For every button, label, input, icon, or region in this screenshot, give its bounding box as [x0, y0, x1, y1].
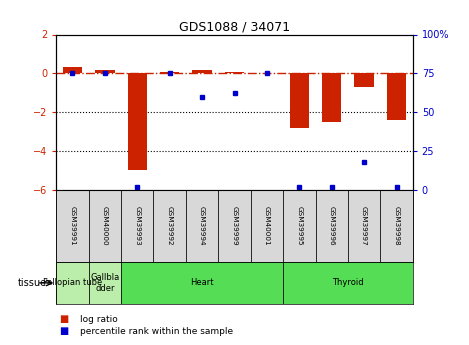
Bar: [89, 262, 121, 304]
Bar: [89, 190, 121, 262]
Title: GDS1088 / 34071: GDS1088 / 34071: [179, 20, 290, 33]
Text: GSM39998: GSM39998: [393, 206, 400, 246]
Text: GSM40000: GSM40000: [102, 206, 108, 246]
Bar: [387, 73, 406, 120]
Bar: [380, 190, 413, 262]
Text: GSM39992: GSM39992: [166, 206, 173, 246]
Bar: [56, 262, 89, 304]
Text: GSM39994: GSM39994: [199, 206, 205, 246]
Text: GSM39996: GSM39996: [329, 206, 335, 246]
Bar: [95, 70, 114, 73]
Text: log ratio: log ratio: [80, 315, 117, 324]
Bar: [121, 262, 283, 304]
Bar: [355, 73, 374, 87]
Bar: [56, 190, 89, 262]
Bar: [192, 70, 212, 73]
Bar: [283, 262, 413, 304]
Text: GSM39991: GSM39991: [69, 206, 76, 246]
Bar: [251, 190, 283, 262]
Bar: [218, 190, 251, 262]
Bar: [289, 73, 309, 128]
Text: Thyroid: Thyroid: [332, 278, 364, 287]
Bar: [283, 190, 316, 262]
Bar: [348, 190, 380, 262]
Text: GSM39993: GSM39993: [134, 206, 140, 246]
Text: Heart: Heart: [190, 278, 214, 287]
Bar: [153, 190, 186, 262]
Text: Gallbla
dder: Gallbla dder: [90, 273, 120, 293]
Text: percentile rank within the sample: percentile rank within the sample: [80, 327, 233, 336]
Text: GSM40001: GSM40001: [264, 206, 270, 246]
Bar: [121, 190, 153, 262]
Bar: [322, 73, 341, 122]
Bar: [225, 72, 244, 73]
Text: ■: ■: [59, 314, 68, 324]
Text: GSM39995: GSM39995: [296, 206, 303, 246]
Bar: [316, 190, 348, 262]
Bar: [128, 73, 147, 170]
Text: tissue: tissue: [18, 278, 47, 288]
Text: GSM39997: GSM39997: [361, 206, 367, 246]
Text: GSM39999: GSM39999: [232, 206, 237, 246]
Text: Fallopian tube: Fallopian tube: [43, 278, 102, 287]
Text: ■: ■: [59, 326, 68, 336]
Bar: [160, 72, 180, 73]
Bar: [63, 68, 82, 73]
Bar: [186, 190, 218, 262]
